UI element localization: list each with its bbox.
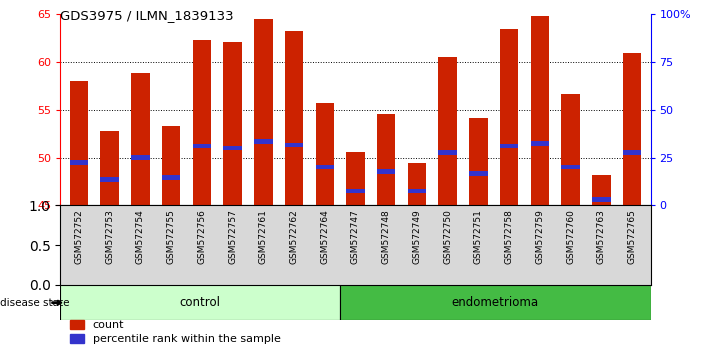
Bar [285, 143, 304, 148]
Bar [623, 53, 641, 205]
Bar [346, 189, 365, 193]
Bar [530, 141, 549, 145]
Bar [100, 131, 119, 205]
Bar [193, 40, 211, 205]
Text: GSM572749: GSM572749 [412, 209, 422, 264]
Text: GSM572752: GSM572752 [75, 209, 83, 264]
Text: GSM572748: GSM572748 [382, 209, 391, 264]
Bar [469, 118, 488, 205]
Bar [131, 155, 149, 160]
Text: GSM572755: GSM572755 [166, 209, 176, 264]
Text: GDS3975 / ILMN_1839133: GDS3975 / ILMN_1839133 [60, 9, 234, 22]
Text: control: control [180, 296, 220, 309]
Bar [530, 16, 549, 205]
Text: GSM572756: GSM572756 [198, 209, 206, 264]
Text: GSM572764: GSM572764 [320, 209, 329, 264]
Bar [60, 285, 340, 320]
Bar [377, 170, 395, 174]
Bar [407, 189, 426, 193]
Bar [500, 144, 518, 148]
Bar [469, 171, 488, 176]
Bar [193, 144, 211, 148]
Text: disease state: disease state [0, 298, 70, 308]
Bar [162, 126, 181, 205]
Text: GSM572760: GSM572760 [566, 209, 575, 264]
Bar [100, 177, 119, 182]
Text: GSM572757: GSM572757 [228, 209, 237, 264]
Bar [562, 95, 580, 205]
Bar [316, 103, 334, 205]
Text: GSM572754: GSM572754 [136, 209, 145, 264]
Bar [70, 81, 88, 205]
Bar [500, 29, 518, 205]
Text: endometrioma: endometrioma [451, 296, 539, 309]
Text: GSM572751: GSM572751 [474, 209, 483, 264]
Text: GSM572753: GSM572753 [105, 209, 114, 264]
Bar [377, 114, 395, 205]
Text: GSM572765: GSM572765 [628, 209, 636, 264]
Bar [254, 139, 272, 144]
Text: GSM572759: GSM572759 [535, 209, 545, 264]
Bar [70, 160, 88, 165]
Bar [407, 163, 426, 205]
Bar [316, 165, 334, 170]
Bar [592, 175, 611, 205]
Bar [340, 285, 651, 320]
Bar [439, 57, 457, 205]
Bar [223, 42, 242, 205]
Text: GSM572762: GSM572762 [289, 209, 299, 264]
Bar [623, 150, 641, 155]
Bar [285, 32, 304, 205]
Text: GSM572763: GSM572763 [597, 209, 606, 264]
Text: GSM572761: GSM572761 [259, 209, 268, 264]
Bar [162, 175, 181, 180]
Bar [592, 197, 611, 202]
Bar [254, 19, 272, 205]
Bar [439, 150, 457, 155]
Bar [562, 165, 580, 170]
Text: GSM572750: GSM572750 [443, 209, 452, 264]
Text: GSM572758: GSM572758 [505, 209, 513, 264]
Legend: count, percentile rank within the sample: count, percentile rank within the sample [66, 315, 285, 348]
Bar [131, 73, 149, 205]
Bar [223, 145, 242, 150]
Bar [346, 152, 365, 205]
Text: GSM572747: GSM572747 [351, 209, 360, 264]
